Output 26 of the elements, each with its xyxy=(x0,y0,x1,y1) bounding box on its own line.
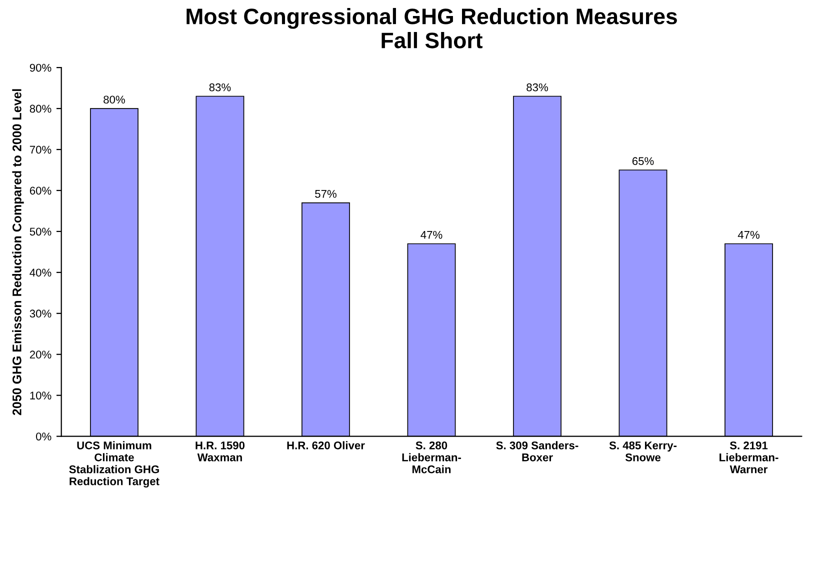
x-tick-label: S. 309 Sanders- Boxer xyxy=(496,441,578,462)
x-tick-label: S. 2191 Lieberman- Warner xyxy=(720,441,778,474)
x-tick-label: S. 280 Lieberman- McCain xyxy=(402,441,461,474)
data-label: 57% xyxy=(315,190,336,198)
x-tick-label: H.R. 1590 Waxman xyxy=(196,441,245,462)
y-tick-label: 20% xyxy=(30,350,52,359)
data-label: 83% xyxy=(209,83,231,92)
x-tick-label: H.R. 620 Oliver xyxy=(287,441,365,450)
x-tick-label: UCS Minimum Climate Stablization GHG Reduction Target xyxy=(69,441,160,488)
y-axis-title: 2050 GHG Emisson Reduction Compared to 2000 Level xyxy=(12,89,24,416)
y-tick-label: 70% xyxy=(30,146,52,154)
data-label: 83% xyxy=(526,83,548,92)
x-tick-label: S. 485 Kerry- Snowe xyxy=(609,441,677,462)
y-tick-label: 80% xyxy=(30,104,52,113)
y-tick-label: 0% xyxy=(36,432,52,440)
chart-title: Most Congressional GHG Reduction Measures Fall Short xyxy=(186,8,677,48)
y-tick-label: 60% xyxy=(30,186,52,195)
data-label: 47% xyxy=(738,230,760,239)
y-tick-label: 10% xyxy=(30,392,52,400)
y-tick-label: 30% xyxy=(30,310,52,318)
y-tick-label: 50% xyxy=(30,228,52,236)
data-label: 65% xyxy=(632,157,654,166)
y-tick-label: 90% xyxy=(30,64,52,72)
y-tick-label: 40% xyxy=(30,268,52,277)
data-label: 80% xyxy=(104,96,125,104)
data-label: 47% xyxy=(420,230,442,239)
